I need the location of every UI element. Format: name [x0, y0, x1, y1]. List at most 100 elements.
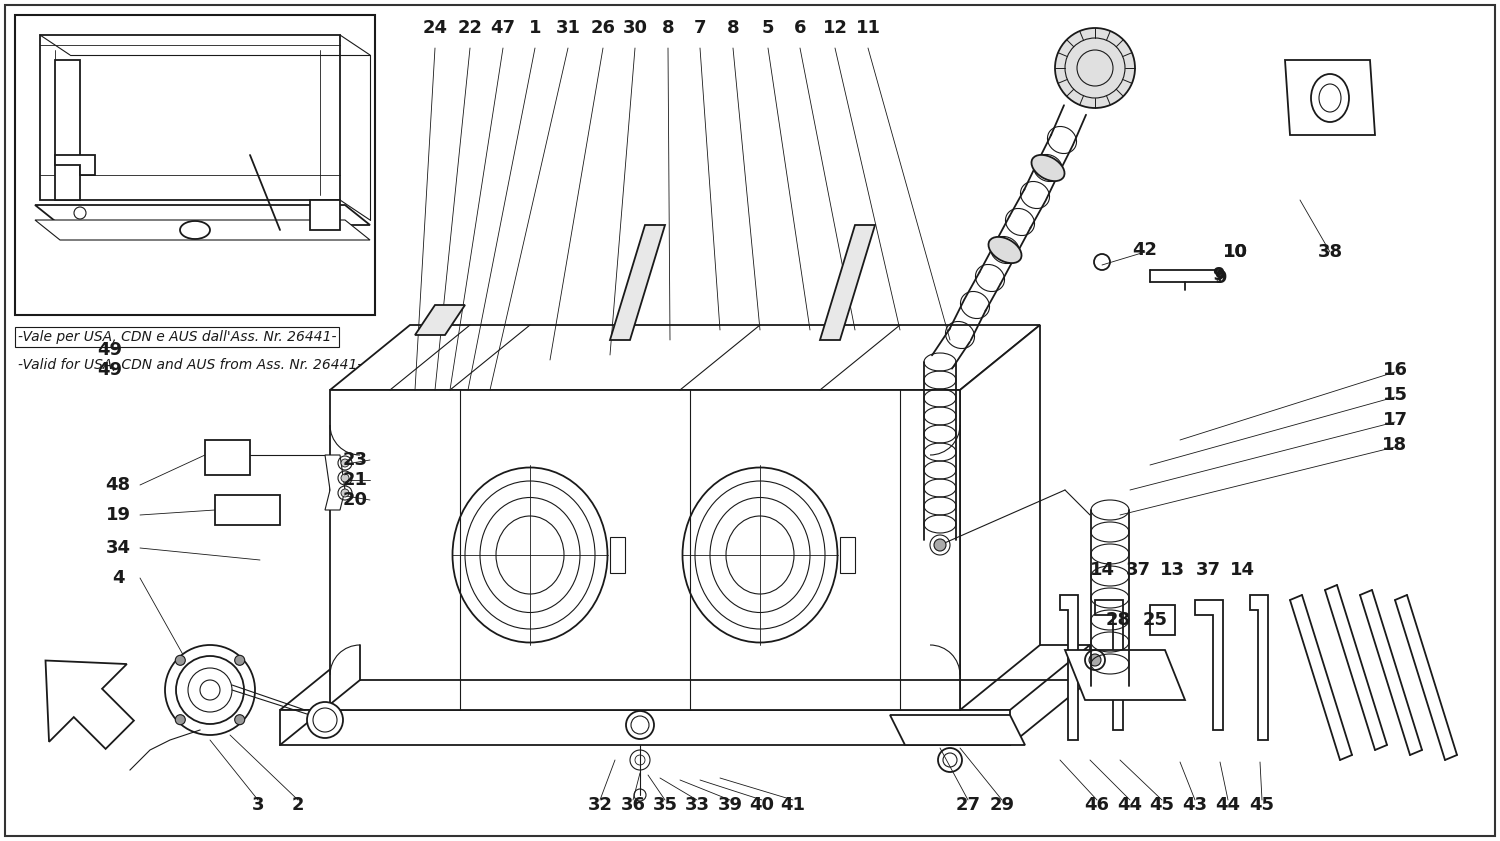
Polygon shape [40, 35, 340, 200]
Polygon shape [34, 220, 370, 240]
Circle shape [340, 474, 350, 482]
Polygon shape [1286, 60, 1376, 135]
Text: 37: 37 [1196, 561, 1221, 579]
Circle shape [340, 489, 350, 497]
Polygon shape [416, 305, 465, 335]
Text: 27: 27 [956, 796, 981, 814]
Text: 24: 24 [423, 19, 447, 37]
Polygon shape [330, 390, 960, 710]
Circle shape [176, 715, 186, 725]
Text: 19: 19 [105, 506, 130, 524]
Text: 49: 49 [98, 361, 123, 379]
Text: 25: 25 [1143, 611, 1167, 629]
Text: 30: 30 [622, 19, 648, 37]
Polygon shape [214, 495, 280, 525]
Text: 10: 10 [1222, 243, 1248, 261]
Text: 40: 40 [750, 796, 774, 814]
Text: 20: 20 [342, 491, 368, 509]
Text: -Valid for USA, CDN and AUS from Ass. Nr. 26441-: -Valid for USA, CDN and AUS from Ass. Nr… [18, 358, 363, 372]
Circle shape [234, 655, 244, 665]
Bar [15, 15, 375, 315]
Polygon shape [610, 225, 664, 340]
Text: -Vale per USA, CDN e AUS dall'Ass. Nr. 26441-: -Vale per USA, CDN e AUS dall'Ass. Nr. 2… [18, 330, 336, 344]
Text: 32: 32 [588, 796, 612, 814]
Text: 14: 14 [1230, 561, 1254, 579]
Circle shape [176, 656, 244, 724]
Text: 17: 17 [1383, 411, 1407, 429]
Polygon shape [280, 710, 1010, 745]
Polygon shape [330, 325, 1040, 390]
Circle shape [308, 702, 344, 738]
Text: 10: 10 [1222, 243, 1248, 261]
Polygon shape [610, 537, 626, 573]
Text: 37: 37 [1125, 561, 1150, 579]
Polygon shape [1196, 600, 1222, 730]
Text: 16: 16 [1383, 361, 1407, 379]
Circle shape [934, 539, 946, 551]
Text: 3: 3 [252, 796, 264, 814]
Text: 36: 36 [621, 796, 645, 814]
Ellipse shape [1032, 155, 1065, 181]
Text: 33: 33 [684, 796, 709, 814]
Text: 4: 4 [111, 569, 125, 587]
Text: 43: 43 [1182, 796, 1208, 814]
Polygon shape [1060, 595, 1078, 740]
Text: 44: 44 [1118, 796, 1143, 814]
Text: 34: 34 [105, 539, 130, 557]
Text: 5: 5 [762, 19, 774, 37]
Text: 18: 18 [1383, 436, 1407, 454]
Text: 47: 47 [490, 19, 516, 37]
Text: 31: 31 [555, 19, 580, 37]
Polygon shape [45, 660, 134, 748]
Polygon shape [310, 200, 340, 230]
Circle shape [1089, 654, 1101, 666]
Text: 42: 42 [1132, 241, 1158, 259]
Polygon shape [56, 155, 94, 175]
Text: 2: 2 [291, 796, 304, 814]
Text: 15: 15 [1383, 386, 1407, 404]
Polygon shape [34, 205, 370, 225]
Text: 8: 8 [662, 19, 675, 37]
Text: 1: 1 [528, 19, 542, 37]
Text: 46: 46 [1084, 796, 1110, 814]
Text: 29: 29 [990, 796, 1014, 814]
Polygon shape [326, 455, 345, 510]
Text: 39: 39 [717, 796, 742, 814]
Polygon shape [960, 325, 1040, 710]
Text: 9: 9 [1214, 269, 1227, 287]
Text: 13: 13 [1160, 561, 1185, 579]
Text: 8: 8 [726, 19, 740, 37]
Polygon shape [840, 537, 855, 573]
Text: 12: 12 [822, 19, 848, 37]
Circle shape [234, 715, 244, 725]
Text: 14: 14 [1089, 561, 1114, 579]
Text: 11: 11 [855, 19, 880, 37]
Text: 6: 6 [794, 19, 807, 37]
Text: 35: 35 [652, 796, 678, 814]
Polygon shape [206, 440, 251, 475]
Circle shape [165, 645, 255, 735]
Circle shape [1054, 28, 1136, 108]
Polygon shape [890, 715, 1024, 745]
Text: 22: 22 [458, 19, 483, 37]
Text: 45: 45 [1149, 796, 1174, 814]
Polygon shape [1095, 600, 1124, 730]
Text: 44: 44 [1215, 796, 1240, 814]
Ellipse shape [988, 237, 1022, 263]
Text: 28: 28 [1106, 611, 1131, 629]
Circle shape [176, 655, 186, 665]
Text: 21: 21 [342, 471, 368, 489]
Text: 41: 41 [780, 796, 806, 814]
Text: 26: 26 [591, 19, 615, 37]
Polygon shape [280, 645, 1090, 710]
Text: 23: 23 [342, 451, 368, 469]
Text: 45: 45 [1250, 796, 1275, 814]
Polygon shape [56, 60, 80, 200]
Polygon shape [1250, 595, 1268, 740]
Text: 9: 9 [1212, 266, 1224, 284]
Polygon shape [821, 225, 874, 340]
Text: 38: 38 [1317, 243, 1342, 261]
Text: 49: 49 [98, 341, 123, 359]
Polygon shape [1065, 650, 1185, 700]
Polygon shape [1150, 605, 1174, 635]
